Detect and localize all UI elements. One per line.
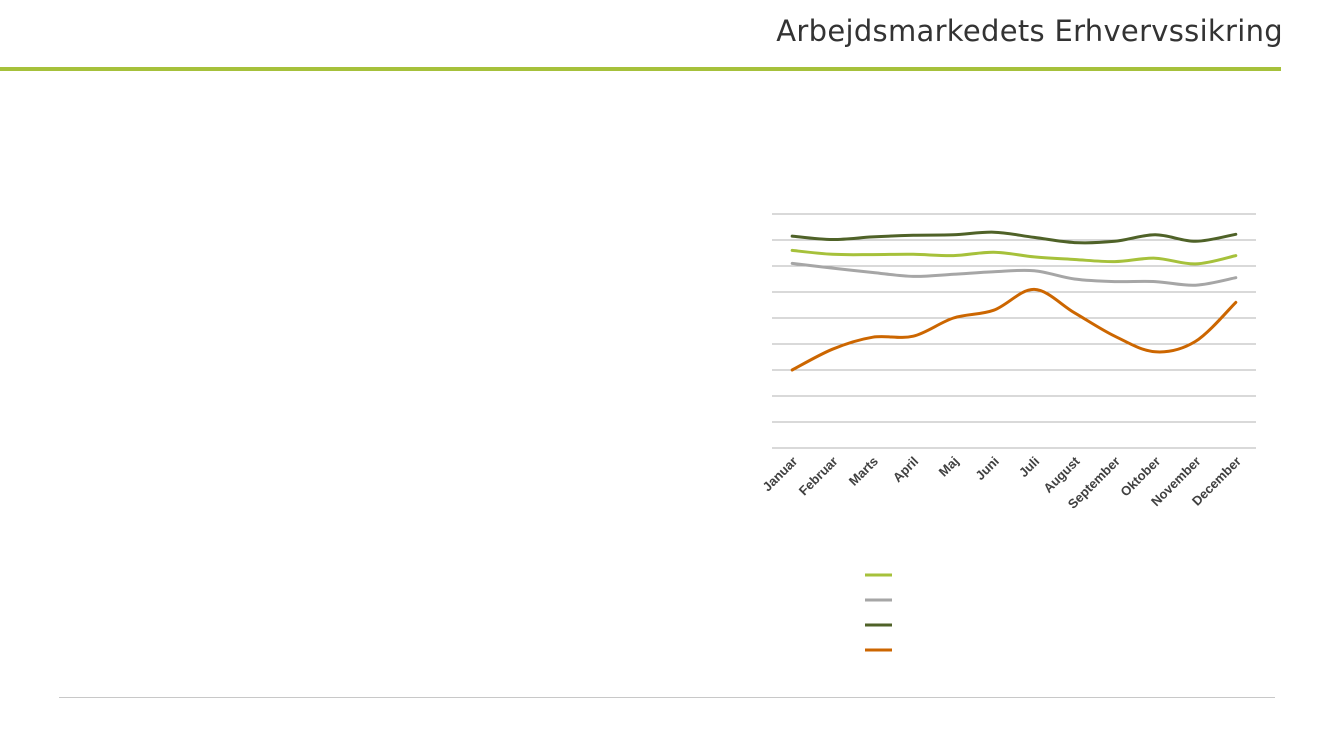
- x-tick-label: Marts: [846, 454, 881, 489]
- chart-gridlines: [772, 213, 1256, 449]
- x-tick-label: April: [890, 454, 922, 486]
- series-line-1: [790, 248, 1238, 266]
- series-line-3: [790, 230, 1238, 245]
- x-tick-label: Februar: [796, 454, 841, 499]
- x-tick-label: Juni: [972, 454, 1002, 484]
- header-divider: [0, 67, 1281, 71]
- series-line-4: [790, 287, 1238, 372]
- page-title: Arbejdsmarkedets Erhvervssikring: [776, 14, 1283, 48]
- x-tick-label: Januar: [760, 454, 801, 495]
- footer-divider: [59, 697, 1275, 698]
- x-tick-label: Juli: [1016, 454, 1042, 480]
- series-line-2: [790, 261, 1238, 287]
- chart-series: [790, 230, 1238, 372]
- x-tick-label: Maj: [936, 454, 962, 480]
- chart-legend: [865, 573, 892, 652]
